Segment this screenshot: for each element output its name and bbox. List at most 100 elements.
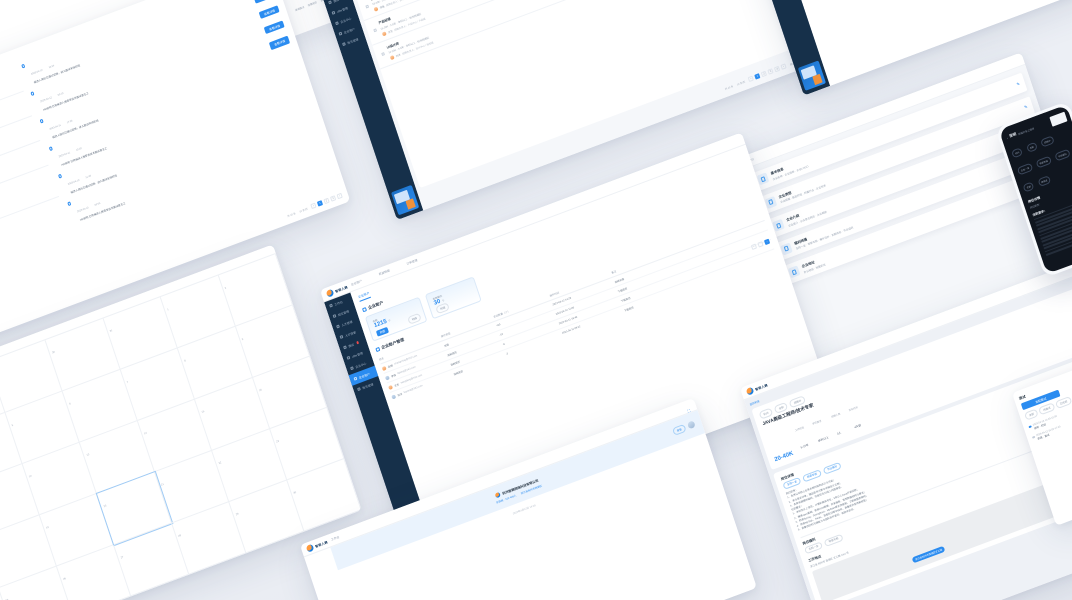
cell-note: 下载简历 [623, 305, 635, 313]
field-value: 3人 [836, 430, 842, 436]
sidebar-item-label: 企业中心 [354, 361, 367, 369]
page-button[interactable]: 1 [754, 73, 761, 80]
avatar [391, 393, 397, 400]
tab-benefits[interactable]: 权益明细 [378, 268, 391, 277]
timeline-time: 09:55 [94, 201, 101, 207]
timeline-date: 2023-04-12 [39, 95, 53, 103]
page-button[interactable]: 3 [329, 195, 337, 202]
row-checkbox[interactable] [365, 4, 370, 9]
timeline-dot-icon [30, 91, 35, 96]
wallet-icon [338, 31, 343, 36]
view-detail-button[interactable]: 查看详情 [259, 5, 280, 19]
cell-note: 在线充值 [614, 277, 625, 284]
logo-mark-icon [745, 386, 755, 396]
filter-chip[interactable]: 待面试 [1038, 402, 1056, 416]
edit-icon[interactable]: ✎ [1023, 103, 1029, 110]
phone-tag[interactable]: 全职 [1025, 142, 1038, 153]
prev-page-button[interactable]: ‹ [747, 75, 755, 83]
sidebar-item-label: 企业中心 [339, 16, 352, 24]
logo-mark-icon [325, 288, 335, 298]
wallet-icon [362, 307, 368, 313]
field-label: 发布时间 [848, 405, 859, 412]
sidebar-item-label: offer管理 [351, 350, 364, 359]
phone-tag[interactable]: 全部 [1022, 181, 1035, 193]
users-icon [335, 324, 340, 329]
file-icon [331, 10, 336, 16]
list-icon [375, 346, 381, 353]
bullet-icon [1028, 425, 1032, 429]
total-count: 共 45 条 [286, 211, 297, 218]
job-owner: 王芳 [387, 29, 393, 34]
sidebar-illustration [390, 184, 420, 216]
tab-orders[interactable]: 订单管理 [405, 258, 418, 266]
building-icon [349, 366, 354, 371]
per-page-select[interactable]: 10 条/页 [736, 80, 746, 87]
page-button[interactable]: 3 [767, 68, 774, 75]
phone-tag[interactable]: 杭州 [1011, 147, 1024, 159]
brand-name: 智联人聘 [314, 539, 329, 549]
row-checkbox[interactable] [381, 52, 386, 57]
brand-logo[interactable]: 智联人聘 [305, 538, 329, 553]
page-button[interactable]: 1 [316, 200, 324, 207]
field-value: 本科以上 [817, 434, 830, 443]
phone-title: 张明 [1008, 132, 1017, 139]
tab-account[interactable]: 企业账户 [357, 290, 372, 302]
job-salary: 20-40K [773, 450, 795, 463]
timeline-date: 2023-04-12 [30, 68, 43, 76]
back-icon[interactable]: ‹ [1006, 135, 1009, 140]
edit-icon[interactable]: ✎ [1015, 80, 1021, 87]
filter-chip[interactable]: 已完成 [1054, 396, 1072, 409]
phone-tag[interactable]: 待面试 [1037, 175, 1052, 187]
filter-chip[interactable]: 全部 [1024, 408, 1039, 421]
job-owner: 李强 [379, 5, 385, 11]
pagination[interactable]: ‹ 1 2 3 4 › [747, 63, 787, 83]
sidebar-item-label: 岗位管理 [337, 308, 350, 317]
page-button[interactable]: 4 [774, 65, 781, 73]
view-detail-button[interactable]: 查看详情 [253, 0, 275, 4]
phone-tag[interactable]: 五险一金 [1016, 163, 1034, 176]
prev-page-button[interactable]: ‹ [310, 202, 317, 210]
row-checkbox[interactable] [373, 28, 378, 33]
field-value: 5-10年 [799, 442, 810, 450]
sidebar-item-label: 面试 [347, 342, 355, 349]
quick-reply[interactable]: 索要简历 [307, 1, 318, 8]
calendar-icon [342, 345, 347, 350]
timeline-dot-icon [58, 173, 63, 179]
sidebar-item-label: 面试 [332, 0, 340, 4]
next-page-button[interactable]: › [780, 63, 787, 70]
timeline-time: 15:02 [75, 146, 83, 152]
phone-tag[interactable]: 招聘中 [1040, 135, 1055, 148]
phone-tag[interactable]: 带薪年假 [1035, 156, 1052, 169]
sidebar-item-label: 企业账户 [343, 26, 356, 35]
wallet-icon [353, 376, 358, 381]
pagination[interactable]: ‹ 1 2 3 › [310, 192, 343, 210]
phone-tag[interactable]: 节日福利 [1054, 149, 1071, 162]
sidebar-item-label: 企业账户 [358, 371, 371, 380]
cell-email: liuyang@163.com [403, 384, 424, 395]
field-value: 4天前 [853, 422, 862, 429]
page-button[interactable]: 2 [323, 197, 330, 205]
view-detail-button[interactable]: 查看详情 [264, 20, 285, 35]
avatar [381, 365, 387, 371]
calendar-icon [327, 0, 332, 5]
per-page-select[interactable]: 10 条/页 [298, 207, 308, 214]
timeline-time: 09:10 [57, 91, 64, 97]
sidebar-item-label: 账号管理 [361, 381, 374, 390]
timeline-date: 2023-04-11 [58, 150, 71, 158]
gear-icon [356, 387, 361, 392]
next-page-button[interactable]: › [336, 192, 343, 200]
search-icon [339, 334, 344, 340]
selected-day: 23 [103, 504, 107, 509]
recharge-button[interactable]: 充值 [376, 327, 389, 337]
timeline-dot-icon [48, 146, 54, 151]
field-label: 学历要求 [811, 419, 822, 426]
timeline-date: 2023-04-10 [76, 205, 90, 213]
timeline-date: 2023-04-11 [48, 123, 62, 131]
building-icon [334, 21, 339, 26]
page-button[interactable]: 2 [760, 70, 768, 78]
quick-reply[interactable]: 邀请面试 [294, 5, 305, 13]
col-note: 备注 [611, 270, 617, 275]
avatar [384, 374, 390, 381]
map-pin-label[interactable]: 浙江省杭州市西湖区文三路 [911, 545, 946, 564]
